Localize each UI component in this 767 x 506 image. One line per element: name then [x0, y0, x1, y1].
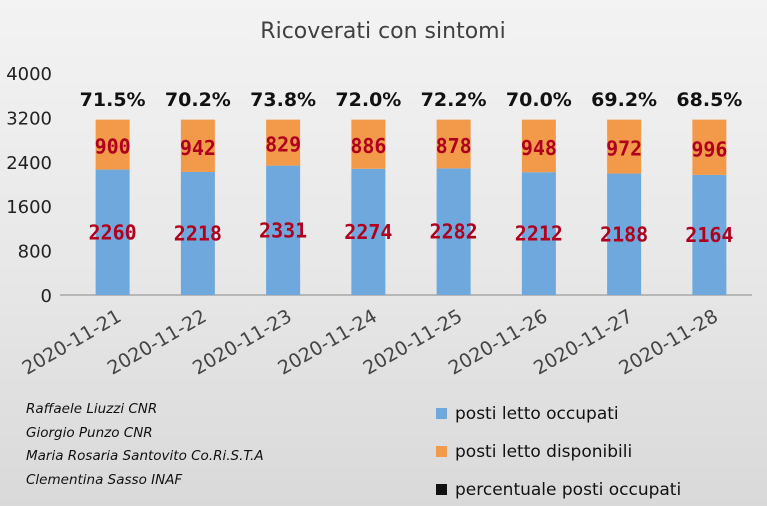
data-label-percent: 72.2% — [421, 89, 487, 111]
bar-occupied — [692, 174, 727, 295]
credits: Raffaele Liuzzi CNR Giorgio Punzo CNR Ma… — [26, 398, 264, 492]
data-label-available: 996 — [691, 137, 727, 161]
y-axis-ticks: 0 800 1600 2400 3200 4000 — [6, 64, 52, 307]
bar-available — [180, 119, 215, 172]
bar-available — [692, 119, 727, 175]
legend-label: posti letto occupati — [455, 404, 619, 424]
data-label-available: 942 — [180, 136, 216, 160]
credit-line: Giorgio Punzo CNR — [26, 424, 153, 441]
legend-label: posti letto disponibili — [455, 442, 632, 462]
data-label-available: 886 — [350, 134, 386, 158]
bar-available — [95, 119, 130, 170]
legend: posti letto occupati posti letto disponib… — [436, 404, 681, 500]
credit-line: Raffaele Liuzzi CNR — [26, 401, 158, 417]
bar-occupied — [351, 168, 386, 295]
data-label-percent: 68.5% — [676, 89, 742, 111]
data-label-percent: 69.2% — [591, 89, 657, 111]
bar-occupied — [95, 169, 130, 295]
legend-swatch — [436, 484, 447, 495]
x-axis-ticks: 2020-11-212020-11-222020-11-232020-11-24… — [18, 305, 721, 379]
bar-occupied — [521, 172, 556, 295]
data-label-occupied: 2188 — [600, 222, 648, 246]
data-label-occupied: 2331 — [259, 218, 307, 242]
data-label-available: 948 — [521, 136, 557, 160]
y-tick-label: 800 — [18, 242, 52, 263]
data-label-percent: 70.2% — [165, 89, 231, 111]
data-label-occupied: 2218 — [174, 221, 222, 245]
bar-available — [521, 119, 556, 173]
data-label-occupied: 2274 — [344, 220, 392, 244]
data-label-percent: 71.5% — [80, 89, 146, 111]
data-label-occupied: 2164 — [685, 223, 733, 247]
data-label-occupied: 2282 — [430, 220, 478, 244]
data-label-percent: 70.0% — [506, 89, 572, 111]
data-label-occupied: 2260 — [89, 220, 137, 244]
y-tick-label: 2400 — [6, 153, 52, 174]
bars: 2260 900 71.5% 2218 942 70.2% 2331 829 73.8% 2274… — [80, 89, 742, 295]
y-tick-label: 1600 — [6, 197, 52, 218]
legend-swatch — [436, 446, 447, 457]
data-label-available: 829 — [265, 133, 301, 157]
data-label-available: 972 — [606, 137, 642, 161]
data-label-percent: 73.8% — [250, 89, 316, 111]
bar-occupied — [607, 173, 642, 295]
legend-label: percentuale posti occupati — [455, 480, 681, 500]
bar-available — [607, 119, 642, 174]
legend-swatch — [436, 408, 447, 419]
y-tick-label: 3200 — [6, 108, 52, 129]
bar-available — [266, 119, 301, 166]
credit-line: Clementina Sasso INAF — [26, 471, 183, 488]
y-tick-label: 4000 — [6, 64, 52, 85]
bar-occupied — [436, 168, 471, 295]
credit-line: Maria Rosaria Santovito Co.Ri.S.T.A — [26, 448, 264, 464]
data-label-available: 900 — [95, 135, 131, 159]
bar-available — [351, 119, 386, 169]
y-tick-label: 0 — [41, 286, 52, 307]
bar-available — [436, 119, 471, 169]
data-label-available: 878 — [436, 134, 472, 158]
bar-occupied — [180, 171, 215, 295]
chart-title: Ricoverati con sintomi — [260, 19, 505, 44]
data-label-percent: 72.0% — [335, 89, 401, 111]
data-label-occupied: 2212 — [515, 222, 563, 246]
bar-occupied — [266, 165, 301, 295]
